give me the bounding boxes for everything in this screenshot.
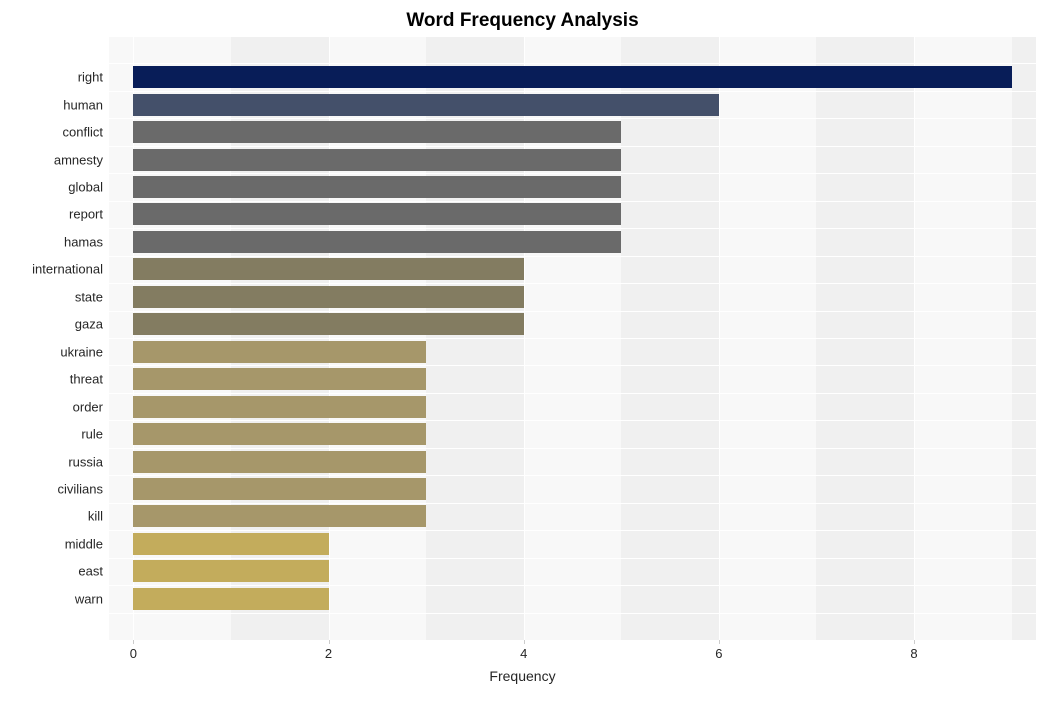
y-gridline — [109, 173, 1036, 174]
y-gridline — [109, 530, 1036, 531]
bar — [133, 478, 426, 500]
bar — [133, 423, 426, 445]
bar — [133, 368, 426, 390]
y-gridline — [109, 63, 1036, 64]
x-tick-label: 0 — [130, 646, 137, 661]
y-gridline — [109, 228, 1036, 229]
y-tick-label: amnesty — [54, 153, 103, 166]
x-tick-label: 4 — [520, 646, 527, 661]
y-tick-label: right — [78, 71, 103, 84]
y-tick-label: hamas — [64, 235, 103, 248]
y-gridline — [109, 146, 1036, 147]
y-gridline — [109, 503, 1036, 504]
y-tick-label: east — [78, 565, 103, 578]
y-tick-label: kill — [88, 510, 103, 523]
bar — [133, 533, 328, 555]
bar — [133, 149, 621, 171]
x-tick-mark — [719, 640, 720, 644]
bar — [133, 560, 328, 582]
xaxis-title: Frequency — [0, 668, 1045, 684]
x-tick-mark — [524, 640, 525, 644]
y-tick-label: rule — [81, 428, 103, 441]
x-tick-label: 2 — [325, 646, 332, 661]
y-gridline — [109, 365, 1036, 366]
bar — [133, 451, 426, 473]
y-tick-label: russia — [68, 455, 103, 468]
bar — [133, 588, 328, 610]
y-tick-label: civilians — [57, 483, 103, 496]
y-gridline — [109, 283, 1036, 284]
x-tick-mark — [133, 640, 134, 644]
y-tick-label: threat — [70, 373, 103, 386]
x-tick-mark — [329, 640, 330, 644]
chart-title: Word Frequency Analysis — [0, 10, 1045, 32]
y-tick-label: conflict — [63, 126, 103, 139]
y-gridline — [109, 558, 1036, 559]
x-tick-mark — [914, 640, 915, 644]
y-tick-label: gaza — [75, 318, 103, 331]
bar — [133, 94, 718, 116]
y-tick-label: ukraine — [60, 345, 103, 358]
bar — [133, 341, 426, 363]
y-tick-label: middle — [65, 537, 103, 550]
y-gridline — [109, 36, 1036, 37]
y-gridline — [109, 338, 1036, 339]
y-gridline — [109, 420, 1036, 421]
word-frequency-chart: Word Frequency Analysis Frequency right h… — [0, 0, 1045, 701]
y-gridline — [109, 256, 1036, 257]
y-gridline — [109, 585, 1036, 586]
bar — [133, 121, 621, 143]
y-tick-label: international — [32, 263, 103, 276]
bar — [133, 258, 523, 280]
y-tick-label: warn — [75, 592, 103, 605]
y-tick-label: order — [73, 400, 103, 413]
bar — [133, 286, 523, 308]
y-gridline — [109, 613, 1036, 614]
y-gridline — [109, 91, 1036, 92]
y-gridline — [109, 475, 1036, 476]
plot-area — [109, 36, 1036, 640]
y-tick-label: report — [69, 208, 103, 221]
y-gridline — [109, 448, 1036, 449]
bar — [133, 396, 426, 418]
y-tick-label: global — [68, 181, 103, 194]
y-gridline — [109, 118, 1036, 119]
bar — [133, 231, 621, 253]
bar — [133, 203, 621, 225]
y-tick-label: human — [63, 98, 103, 111]
x-tick-label: 6 — [715, 646, 722, 661]
y-gridline — [109, 640, 1036, 641]
bar — [133, 66, 1011, 88]
bar — [133, 313, 523, 335]
y-gridline — [109, 201, 1036, 202]
x-tick-label: 8 — [910, 646, 917, 661]
y-gridline — [109, 393, 1036, 394]
y-tick-label: state — [75, 290, 103, 303]
bar — [133, 505, 426, 527]
bar — [133, 176, 621, 198]
y-gridline — [109, 311, 1036, 312]
